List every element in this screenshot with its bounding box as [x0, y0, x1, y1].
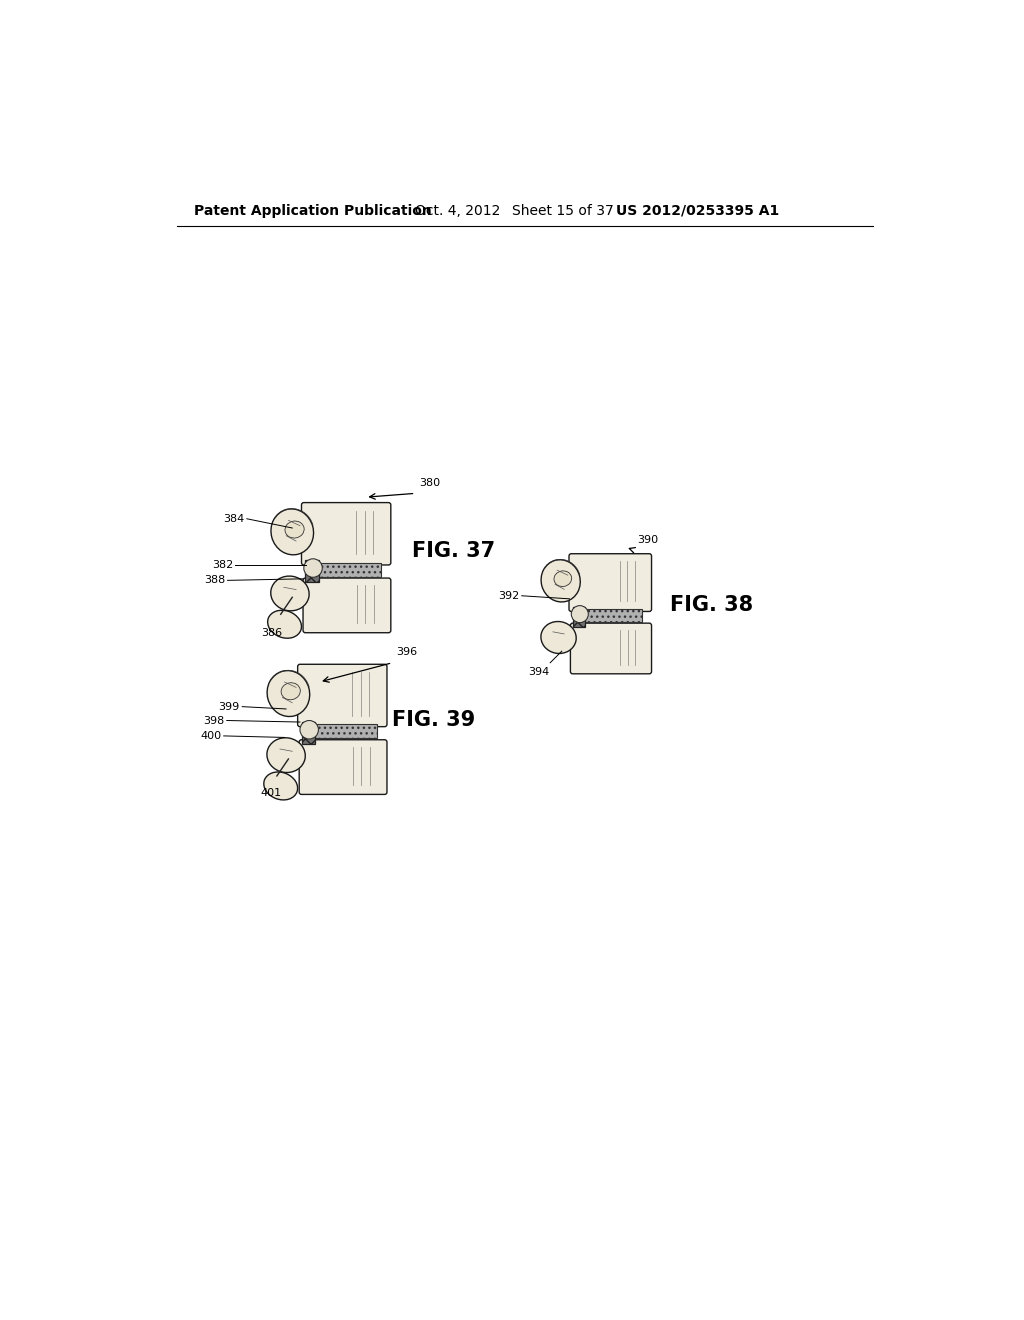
- Text: US 2012/0253395 A1: US 2012/0253395 A1: [615, 203, 779, 218]
- Ellipse shape: [554, 570, 571, 586]
- Text: 401: 401: [261, 788, 282, 799]
- FancyBboxPatch shape: [299, 739, 387, 795]
- Text: Patent Application Publication: Patent Application Publication: [194, 203, 431, 218]
- Ellipse shape: [267, 671, 309, 717]
- Text: 396: 396: [396, 647, 418, 657]
- Bar: [315, 725, 377, 738]
- Ellipse shape: [264, 772, 298, 800]
- Text: FIG. 37: FIG. 37: [412, 541, 495, 561]
- FancyBboxPatch shape: [570, 623, 651, 673]
- Ellipse shape: [541, 560, 581, 602]
- Text: FIG. 39: FIG. 39: [392, 710, 475, 730]
- Text: 388: 388: [204, 576, 225, 585]
- Text: 380: 380: [419, 478, 440, 488]
- Ellipse shape: [285, 521, 304, 539]
- Text: 398: 398: [203, 715, 224, 726]
- FancyBboxPatch shape: [569, 553, 651, 611]
- Text: 390: 390: [637, 535, 658, 545]
- Ellipse shape: [270, 576, 309, 611]
- Bar: [572, 607, 586, 627]
- FancyBboxPatch shape: [298, 664, 387, 726]
- Text: 394: 394: [528, 667, 549, 677]
- Text: 384: 384: [223, 513, 245, 524]
- Text: FIG. 38: FIG. 38: [670, 595, 753, 615]
- Bar: [301, 722, 315, 743]
- Circle shape: [304, 558, 323, 577]
- Text: 400: 400: [201, 731, 221, 741]
- Ellipse shape: [267, 610, 301, 639]
- Bar: [586, 609, 642, 622]
- Text: Oct. 4, 2012: Oct. 4, 2012: [416, 203, 501, 218]
- Text: 382: 382: [212, 560, 233, 570]
- Ellipse shape: [267, 738, 305, 772]
- Circle shape: [300, 721, 318, 739]
- Text: 386: 386: [261, 628, 282, 638]
- Ellipse shape: [541, 622, 577, 653]
- Circle shape: [571, 606, 589, 623]
- Text: 399: 399: [219, 702, 240, 711]
- Bar: [319, 562, 381, 577]
- FancyBboxPatch shape: [301, 503, 391, 565]
- FancyBboxPatch shape: [303, 578, 391, 632]
- Ellipse shape: [282, 682, 300, 700]
- Text: Sheet 15 of 37: Sheet 15 of 37: [512, 203, 613, 218]
- Ellipse shape: [271, 510, 313, 554]
- Text: 392: 392: [498, 591, 519, 601]
- Bar: [305, 560, 319, 582]
